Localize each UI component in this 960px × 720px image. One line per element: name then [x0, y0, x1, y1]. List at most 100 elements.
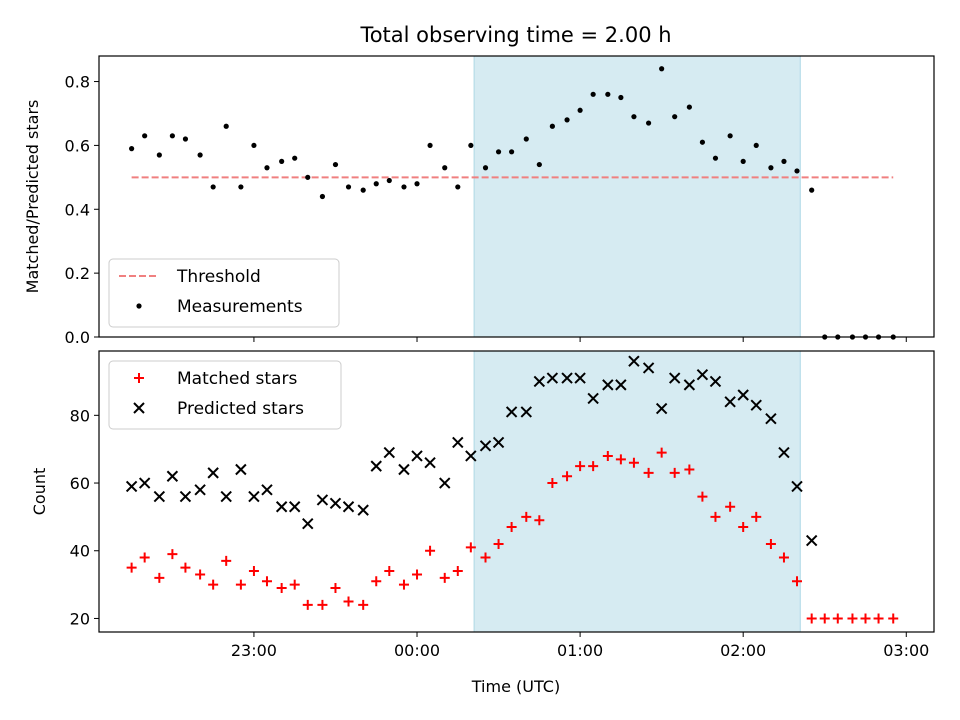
data-point: [709, 375, 722, 388]
chart-title: Total observing time = 2.00 h: [359, 23, 671, 47]
data-point: [180, 562, 191, 573]
data-point: [737, 389, 749, 401]
data-point: [386, 177, 392, 184]
data-point: [778, 446, 790, 459]
data-point: [332, 161, 339, 168]
data-point: [602, 379, 614, 391]
data-point: [373, 181, 379, 187]
data-point: [847, 613, 858, 624]
data-point: [126, 562, 137, 573]
data-point: [533, 375, 546, 388]
data-point: [561, 372, 573, 384]
data-point: [482, 165, 489, 171]
data-point: [873, 613, 884, 624]
data-point: [505, 406, 518, 418]
data-point: [809, 187, 815, 193]
data-point: [264, 165, 270, 171]
data-point: [261, 576, 272, 587]
plot-frame: [98, 55, 935, 338]
data-point: [384, 566, 395, 577]
data-point: [479, 440, 492, 452]
x-tick-label: 23:00: [231, 641, 277, 660]
data-point: [275, 501, 288, 513]
y-tick-label: 80: [70, 406, 90, 425]
data-point: [590, 91, 596, 97]
legend-box: [108, 258, 340, 328]
data-point: [699, 139, 706, 145]
data-point: [153, 490, 166, 503]
data-point: [261, 484, 273, 496]
data-point: [765, 538, 776, 549]
legend-swatch: [136, 303, 142, 309]
data-point: [452, 436, 464, 449]
data-point: [768, 165, 774, 171]
data-point: [672, 114, 678, 120]
data-point: [208, 579, 219, 590]
data-point: [371, 576, 382, 587]
data-point: [425, 545, 436, 556]
data-point: [197, 152, 203, 158]
data-point: [724, 396, 736, 408]
bottom-panel: 23:00 00:00 01:00 02:00 03:00 20 40 60 80 Count Ma…: [30, 350, 935, 660]
data-point: [506, 522, 517, 533]
legend-label: Matched stars: [177, 369, 297, 389]
y-tick-label: 60: [70, 474, 90, 493]
data-point: [452, 566, 463, 577]
data-point: [631, 114, 637, 120]
data-point: [360, 187, 366, 193]
data-point: [412, 569, 423, 580]
highlight-span: [473, 55, 801, 338]
data-point: [370, 460, 382, 472]
x-axis-title: Time (UTC): [471, 677, 560, 696]
data-point: [279, 158, 285, 164]
data-point: [549, 123, 555, 129]
x-tick-label: 00:00: [394, 641, 440, 660]
highlight-span: [473, 350, 801, 633]
data-point: [330, 582, 341, 593]
data-point: [398, 463, 410, 476]
data-point: [166, 470, 179, 482]
data-point: [210, 184, 216, 190]
legend-label: Measurements: [177, 297, 303, 317]
data-point: [179, 490, 192, 503]
data-point: [424, 457, 436, 469]
data-point: [154, 572, 165, 583]
plot-frame: [98, 350, 935, 633]
data-point: [317, 599, 328, 610]
data-point: [615, 454, 626, 465]
data-point: [588, 461, 599, 472]
data-point: [492, 436, 505, 449]
data-point: [401, 184, 407, 190]
data-point: [455, 184, 461, 190]
x-tick-label: 01:00: [557, 641, 603, 660]
data-point: [792, 576, 803, 587]
data-point: [778, 552, 789, 563]
data-point: [888, 613, 899, 624]
data-point: [238, 184, 244, 190]
data-point: [302, 517, 314, 530]
data-point: [138, 477, 151, 489]
data-point: [765, 413, 777, 425]
data-point: [223, 123, 229, 129]
data-point: [292, 155, 298, 161]
data-point: [167, 549, 178, 560]
data-point: [697, 491, 708, 502]
data-point: [139, 552, 150, 563]
data-point: [645, 120, 652, 126]
data-point: [832, 613, 843, 624]
data-point: [142, 133, 148, 139]
data-point: [618, 94, 624, 101]
data-point: [615, 379, 627, 391]
data-point: [602, 450, 613, 461]
data-point: [536, 161, 542, 168]
x-tick-label: 03:00: [883, 641, 929, 660]
data-point: [781, 158, 787, 164]
data-point: [577, 107, 583, 113]
data-point: [305, 174, 311, 180]
data-point: [791, 480, 803, 493]
y-tick-label: 0.8: [65, 73, 90, 92]
y-tick-label: 0.4: [65, 200, 90, 219]
y-tick-label: 0.2: [65, 264, 90, 283]
data-point: [547, 478, 558, 489]
